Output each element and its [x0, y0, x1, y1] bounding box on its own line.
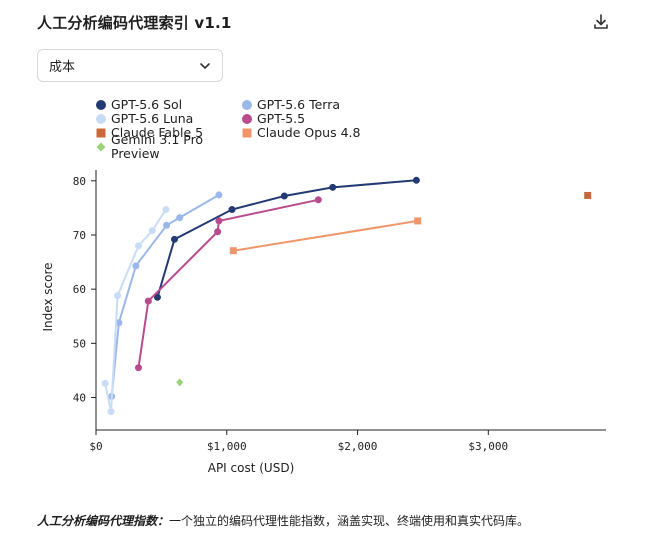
legend-item-gpt-5-5: GPT-5.5 — [242, 112, 392, 126]
legend-marker-gemini-3-1-pro-preview — [96, 142, 106, 152]
legend-item-gpt-5-6-terra: GPT-5.6 Terra — [242, 98, 392, 112]
legend-marker-gpt-5-6-luna — [96, 114, 106, 124]
chevron-down-icon — [200, 62, 210, 69]
gpt-5-6-sol-point — [170, 235, 178, 243]
claude-opus-4-8-line — [233, 219, 418, 252]
legend-label: GPT-5.6 Terra — [257, 97, 340, 112]
x-tick-label: $1,000 — [207, 440, 247, 453]
y-tick-label: 60 — [73, 283, 86, 296]
legend-label: GPT-5.6 Luna — [111, 111, 194, 126]
gpt-5-6-luna-point — [162, 206, 170, 214]
gpt-5-6-sol-point — [228, 206, 236, 214]
gpt-5-5-point — [214, 228, 222, 236]
metric-select-value: 成本 — [49, 60, 76, 75]
gpt-5-6-terra-point — [132, 262, 140, 270]
gpt-5-6-sol-point — [412, 176, 420, 184]
x-axis-label: API cost (USD) — [208, 461, 295, 475]
chart-legend: GPT-5.6 Sol GPT-5.6 Terra GPT-5.6 Luna GPT-… — [96, 98, 396, 161]
metric-select[interactable]: 成本 — [37, 49, 223, 82]
legend-item-gemini-3-1-pro-preview: Gemini 3.1 Pro Preview — [96, 133, 242, 161]
download-icon[interactable] — [592, 13, 610, 31]
x-tick-label: $2,000 — [338, 440, 378, 453]
gpt-5-5-point — [144, 297, 152, 305]
gpt-5-6-luna-point — [107, 408, 115, 416]
legend-marker-gpt-5-5 — [242, 114, 252, 124]
gpt-5-6-terra-point — [163, 221, 171, 229]
legend-item-gpt-5-6-luna: GPT-5.6 Luna — [96, 112, 242, 126]
gpt-5-6-sol-point — [280, 192, 288, 200]
scatter-chart: 40 50 60 70 80 $0 $1,000 $2,000 $3,000 API cost (… — [41, 170, 606, 475]
gpt-5-6-sol-point — [329, 183, 337, 191]
gpt-5-6-sol-point — [153, 293, 161, 301]
gemini-3-1-pro-preview-point — [176, 378, 184, 387]
legend-marker-claude-opus-4-8 — [242, 128, 252, 138]
legend-item-claude-opus-4-8: Claude Opus 4.8 — [242, 126, 392, 140]
y-tick-label: 80 — [73, 175, 86, 188]
gpt-5-5-point — [314, 196, 322, 204]
claude-fable-5-point — [584, 191, 592, 199]
y-tick-label: 50 — [73, 337, 86, 350]
gpt-5-6-terra-line — [110, 194, 220, 397]
footnote-text: 一个独立的编码代理性能指数，涵盖实现、终端使用和真实代码库。 — [169, 514, 530, 528]
legend-label: Claude Fable 5 — [111, 125, 204, 140]
page-title: 人工分析编码代理索引 v1.1 — [37, 14, 232, 32]
legend-item-claude-fable-5: Claude Fable 5 — [96, 126, 242, 140]
y-tick-label: 70 — [73, 229, 86, 242]
gpt-5-5-point — [135, 364, 142, 372]
gpt-5-5-point — [215, 217, 223, 225]
gpt-5-6-luna-point — [135, 242, 142, 250]
legend-item-gpt-5-6-sol: GPT-5.6 Sol — [96, 98, 242, 112]
footnote-title: 人工分析编码代理指数： — [37, 514, 170, 528]
x-tick-label: $3,000 — [468, 440, 508, 453]
gpt-5-6-luna-point — [101, 379, 109, 387]
gpt-5-6-terra-point — [215, 191, 223, 199]
legend-marker-claude-fable-5 — [96, 128, 106, 138]
legend-label: GPT-5.5 — [257, 111, 306, 126]
gpt-5-6-sol-line — [156, 179, 417, 298]
gpt-5-6-luna-point — [148, 227, 156, 235]
claude-opus-4-8-point — [229, 247, 237, 255]
claude-opus-4-8-point — [414, 217, 422, 225]
gpt-5-6-luna-line — [104, 208, 167, 412]
legend-label: GPT-5.6 Sol — [111, 97, 183, 112]
legend-marker-gpt-5-6-sol — [96, 100, 106, 110]
gpt-5-6-luna-point — [114, 292, 122, 300]
y-tick-label: 40 — [73, 392, 86, 405]
legend-label: Claude Opus 4.8 — [257, 125, 361, 140]
gpt-5-6-terra-point — [176, 214, 184, 222]
x-tick-label: $0 — [89, 440, 102, 453]
legend-marker-gpt-5-6-terra — [242, 100, 252, 110]
legend-label: Gemini 3.1 Pro Preview — [111, 132, 204, 161]
footnote: 人工分析编码代理指数：一个独立的编码代理性能指数，涵盖实现、终端使用和真实代码库… — [37, 512, 529, 529]
y-axis-label: Index score — [41, 262, 55, 331]
